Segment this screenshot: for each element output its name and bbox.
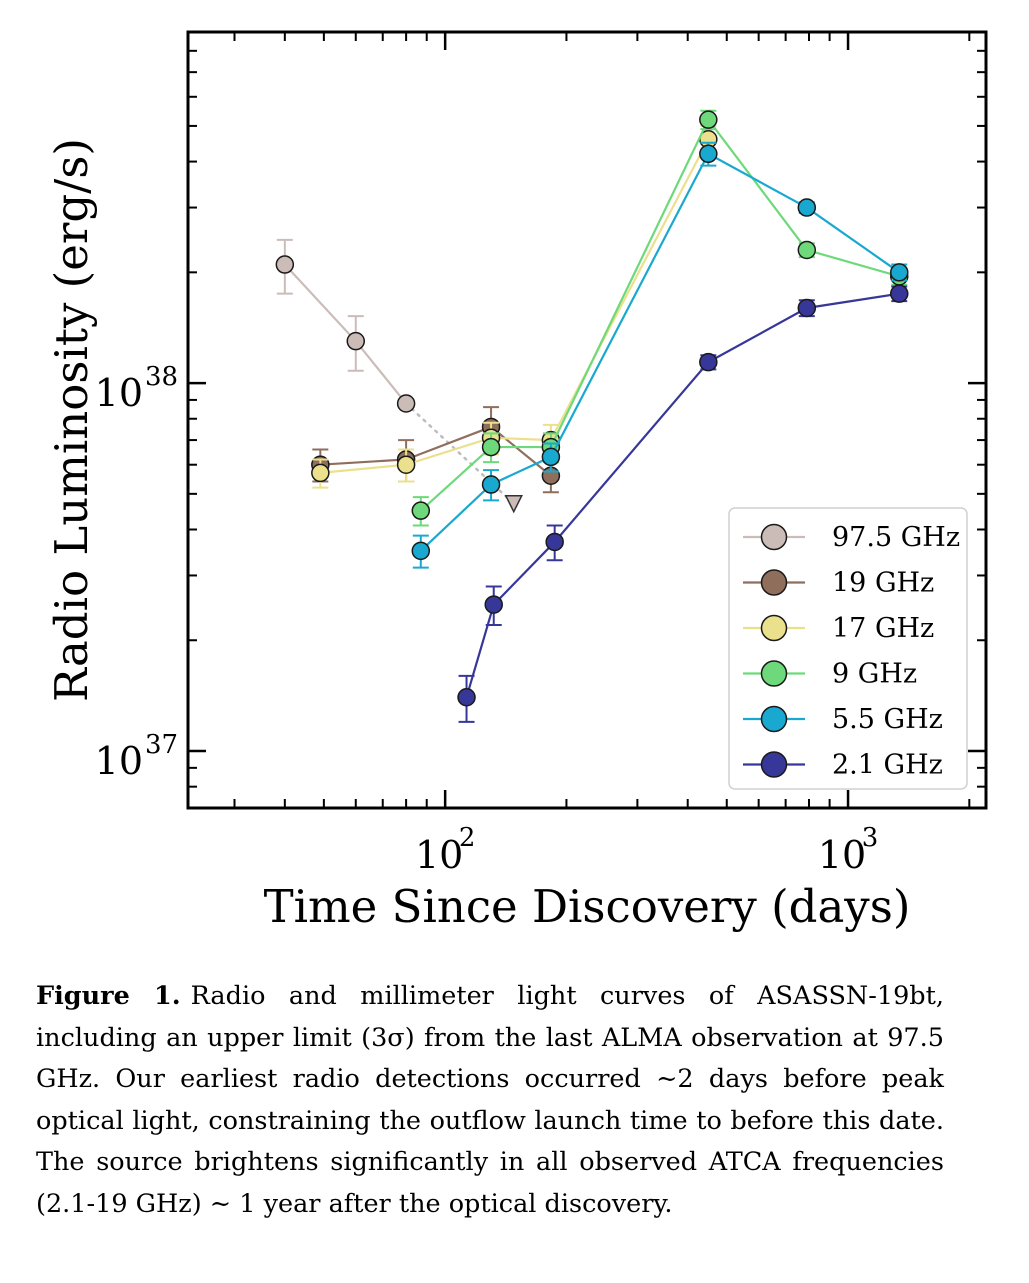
legend-items: 97.5 GHz 19 GHz 17 GHz 9 GHz 5.5 GHz 2.1 GHz [743,522,960,781]
data-point [484,595,503,614]
data-point [699,110,718,129]
legend-marker [760,523,788,551]
data-point [797,240,817,260]
legend-marker [760,614,788,642]
legend-label: 9 GHz [832,659,917,690]
x-tick-exponent: 3 [862,823,879,853]
plot-frame [186,30,988,810]
data-point [481,475,501,494]
data-point [311,463,330,483]
data-point [890,263,909,282]
y-axis-label: Radio Luminosity (erg/s) [45,138,98,702]
series-line [284,263,407,405]
legend-marker [760,569,788,596]
data-point [411,541,431,561]
caption-text: Radio and millimeter light curves of ASA… [36,981,944,1219]
series-line [420,152,900,552]
series-2.1-ghz [457,284,909,723]
series-line [320,138,710,475]
legend-marker [760,705,788,733]
series-line [320,425,552,477]
y-tick-label: 10 [95,371,143,415]
x-tick-exponent: 2 [459,823,476,853]
x-tick-label: 10 [818,833,866,877]
data-point [411,501,431,520]
series-line [420,117,900,512]
y-tick-label: 10 [95,739,143,783]
caption-label: Figure 1. [36,981,181,1011]
data-point [275,255,295,274]
data-point [541,447,561,467]
series-5.5-ghz [411,141,909,569]
legend-label: 97.5 GHz [832,522,960,553]
data-point [481,437,501,457]
legend-label: 17 GHz [832,613,934,644]
data-point [699,144,718,164]
data-point [797,298,817,318]
major-ticks [188,32,986,808]
series-9-ghz [411,109,909,527]
series-97.5-ghz [275,238,416,413]
series-layer [275,109,909,723]
legend-marker [760,660,788,687]
legend-label: 2.1 GHz [832,750,943,781]
data-point [890,284,909,303]
minor-ticks [188,32,986,809]
legend-label: 19 GHz [832,568,934,599]
series-line [465,292,900,698]
y-tick-exponent: 37 [145,730,178,760]
legend-marker [760,751,788,778]
data-point [545,532,564,552]
data-point [396,455,416,474]
legend: 97.5 GHz 19 GHz 17 GHz 9 GHz 5.5 GHz 2.1 GHz [728,507,968,790]
data-point [396,394,416,413]
upper-limit-marker [504,494,523,514]
upper-limit-layer [404,402,523,514]
data-point [346,331,366,351]
data-point [457,687,476,707]
x-tick-label: 10 [415,833,463,877]
figure-caption: Figure 1. Radio and millimeter light curv… [36,976,944,1225]
data-point [699,352,718,372]
series-19-ghz [311,406,561,494]
legend-label: 5.5 GHz [832,704,943,735]
data-point [797,198,817,217]
y-tick-exponent: 38 [145,362,178,392]
x-axis-label: Time Since Discovery (days) [264,880,911,933]
series-17-ghz [311,124,718,489]
